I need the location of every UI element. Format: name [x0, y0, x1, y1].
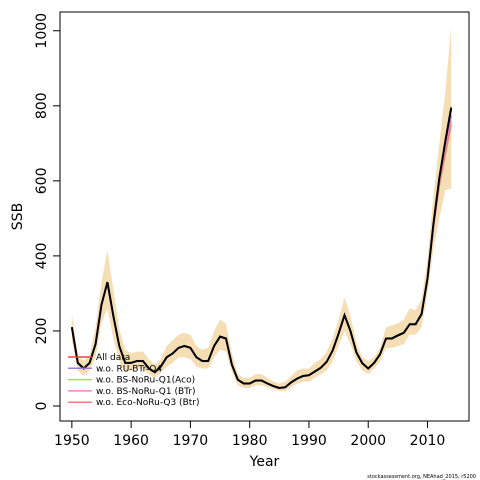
x-tick-label: 1970	[173, 433, 209, 449]
y-axis-title: SSB	[10, 203, 26, 230]
y-axis: 0 200 400 600 800 1000	[34, 13, 61, 411]
x-tick-label: 1980	[232, 433, 268, 449]
legend-label-3: w.o. BS-NoRu-Q1(Aco)	[96, 376, 195, 386]
x-tick-label: 2000	[350, 433, 386, 449]
y-tick-label: 800	[34, 92, 50, 119]
x-axis-title: Year	[249, 454, 280, 470]
x-tick-label: 2010	[410, 433, 446, 449]
x-tick-label: 1990	[291, 433, 327, 449]
series-line-central	[70, 107, 453, 389]
legend-label-4: w.o. BS-NoRu-Q1 (BTr)	[96, 387, 196, 397]
footnote: stockassessment.org, NEAhad_2015, r5200	[367, 474, 476, 480]
x-tick-label: 1960	[113, 433, 149, 449]
series-layer	[70, 105, 453, 390]
x-tick-label: 1950	[54, 433, 90, 449]
legend-label-2: w.o. RU-BTr-Q4	[96, 364, 162, 374]
y-tick-label: 0	[34, 402, 50, 411]
legend-label-1: All data	[96, 353, 130, 363]
y-tick-label: 400	[34, 243, 50, 270]
y-tick-label: 600	[34, 167, 50, 194]
x-axis: 1950 1960 1970 1980 1990 2000 2010	[54, 420, 446, 449]
legend-label-5: w.o. Eco-NoRu-Q3 (Btr)	[96, 398, 200, 408]
y-tick-label: 200	[34, 318, 50, 345]
y-tick-label: 1000	[34, 13, 50, 49]
